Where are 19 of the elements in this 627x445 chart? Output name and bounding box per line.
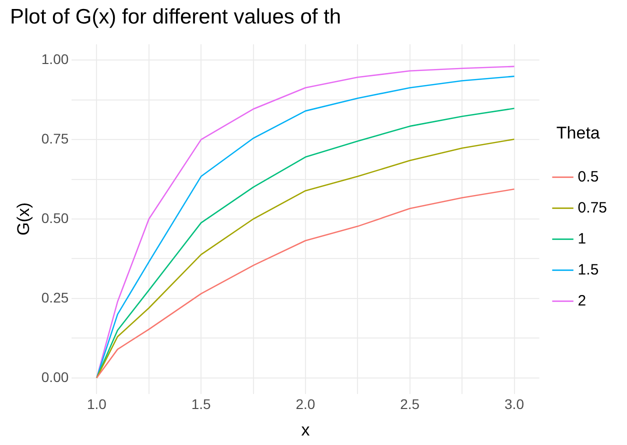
x-tick-label: 1.0 <box>86 396 107 412</box>
legend-label: 1.5 <box>578 261 599 278</box>
y-tick-label: 0.00 <box>41 368 69 385</box>
x-tick-label: 2.0 <box>296 396 316 412</box>
y-axis-title: G(x) <box>14 202 33 236</box>
x-tick-label: 2.5 <box>400 396 420 412</box>
x-tick-label: 1.5 <box>191 396 212 412</box>
y-tick-label: 0.25 <box>41 289 69 306</box>
y-tick-label: 0.75 <box>41 130 69 146</box>
x-axis-title: x <box>301 420 310 440</box>
chart-title: Plot of G(x) for different values of th <box>10 5 342 28</box>
legend-label: 1 <box>578 230 586 248</box>
y-tick-label: 0.50 <box>41 210 69 226</box>
legend-label: 2 <box>578 292 586 310</box>
legend-label: 0.5 <box>578 168 599 186</box>
legend-label: 0.75 <box>578 199 608 216</box>
legend-title: Theta <box>556 123 600 142</box>
y-tick-label: 1.00 <box>41 50 69 67</box>
x-tick-label: 3.0 <box>504 396 524 412</box>
